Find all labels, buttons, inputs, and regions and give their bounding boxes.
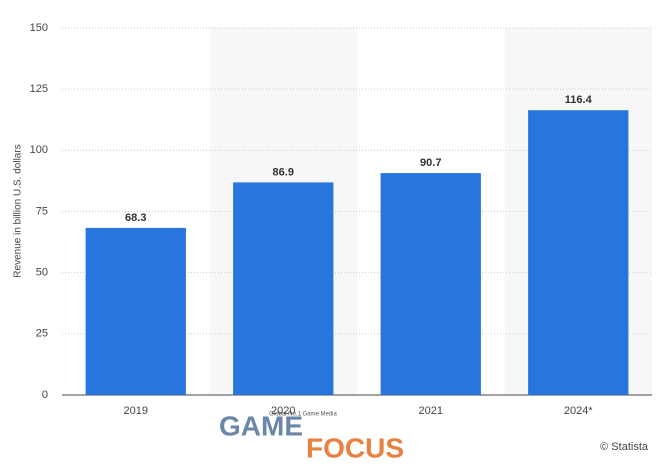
x-tick-label: 2024* (564, 405, 593, 417)
y-axis-label: Revenue in billion U.S. dollars (13, 144, 24, 277)
y-tick-label: 0 (42, 389, 48, 401)
bar (380, 173, 481, 395)
y-tick-label: 150 (30, 22, 48, 34)
watermark-word: FOCUS (306, 432, 404, 463)
x-tick-label: 2020 (271, 405, 295, 417)
x-tick-label: 2021 (419, 405, 443, 417)
value-label: 116.4 (565, 94, 593, 106)
y-tick-label: 50 (36, 267, 48, 279)
value-label: 86.9 (273, 166, 294, 178)
y-tick-label: 125 (30, 83, 48, 95)
value-label: 90.7 (420, 157, 441, 169)
value-label: 68.3 (125, 212, 146, 224)
credit: © Statista (600, 441, 649, 453)
x-tick-label: 2019 (124, 405, 148, 417)
watermark-word: GAME (219, 410, 303, 441)
y-tick-label: 25 (36, 328, 48, 340)
y-tick-label: 100 (30, 144, 48, 156)
watermark-tagline: Global No.1 Game Media (269, 412, 337, 418)
bar (528, 110, 629, 395)
bar (233, 182, 334, 395)
y-tick-label: 75 (36, 205, 48, 217)
bar (85, 227, 186, 395)
